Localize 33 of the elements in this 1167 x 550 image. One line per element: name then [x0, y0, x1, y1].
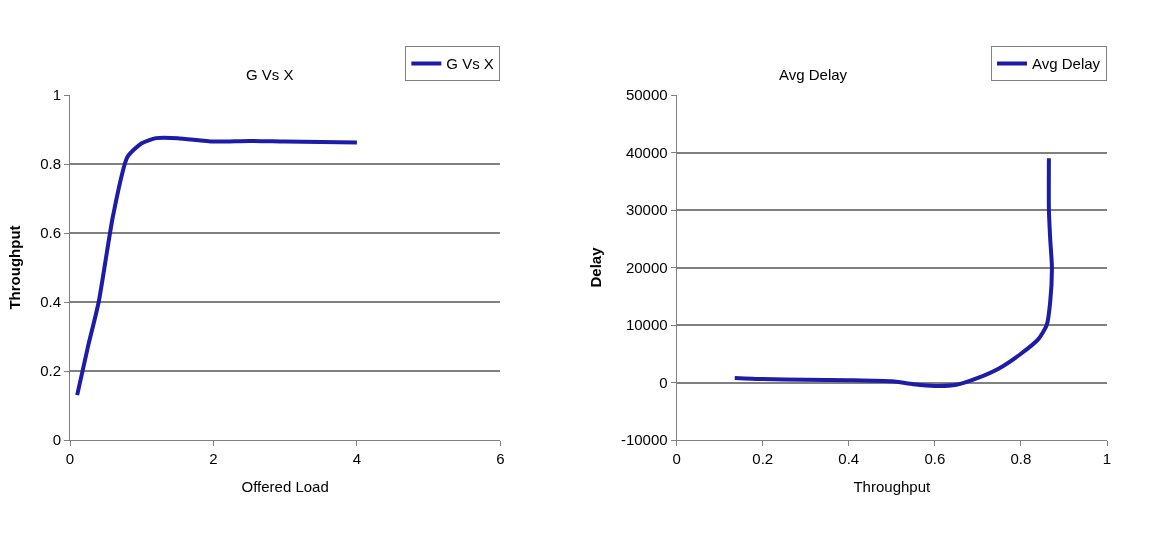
y-tick-label: 20000	[625, 258, 668, 276]
y-tick-label: 0	[52, 431, 61, 449]
line-series	[732, 156, 1054, 388]
x-tick-label: 0.2	[752, 450, 774, 467]
y-tick-label: 0.6	[40, 224, 61, 242]
line-series	[75, 135, 359, 398]
x-tick-label: 1	[1102, 450, 1112, 467]
legend-label: Avg Delay	[1032, 55, 1101, 73]
x-tick-label: 0	[672, 450, 681, 467]
chart-title: G Vs X	[246, 66, 294, 83]
y-tick-label: 0	[659, 373, 668, 391]
x-tick-label: 0	[65, 450, 75, 467]
y-tick-label: 30000	[625, 201, 668, 219]
y-tick-label: 10000	[625, 316, 668, 334]
x-tick-label: 0.6	[924, 450, 946, 467]
x-tick-label: 0.4	[838, 450, 860, 467]
chart-title: Avg Delay	[779, 66, 848, 83]
y-tick-label: 40000	[625, 143, 668, 161]
y-tick-label: 0.8	[40, 155, 61, 173]
x-tick-label: 4	[352, 450, 362, 467]
x-axis-title: Throughput	[853, 478, 932, 495]
y-tick-label: -10000	[620, 431, 668, 449]
legend-label: G Vs X	[446, 55, 494, 73]
y-tick-label: 1	[52, 86, 61, 104]
x-tick-label: 0.8	[1010, 450, 1032, 467]
x-tick-label: 2	[209, 450, 218, 467]
y-axis-title: Delay	[587, 246, 605, 288]
y-tick-label: 50000	[625, 86, 668, 104]
x-tick-label: 6	[496, 450, 505, 467]
y-tick-label: 0.2	[40, 362, 61, 380]
y-tick-label: 0.4	[40, 293, 61, 311]
y-axis-title: Throughput	[6, 225, 24, 310]
x-axis-title: Offered Load	[241, 478, 329, 495]
